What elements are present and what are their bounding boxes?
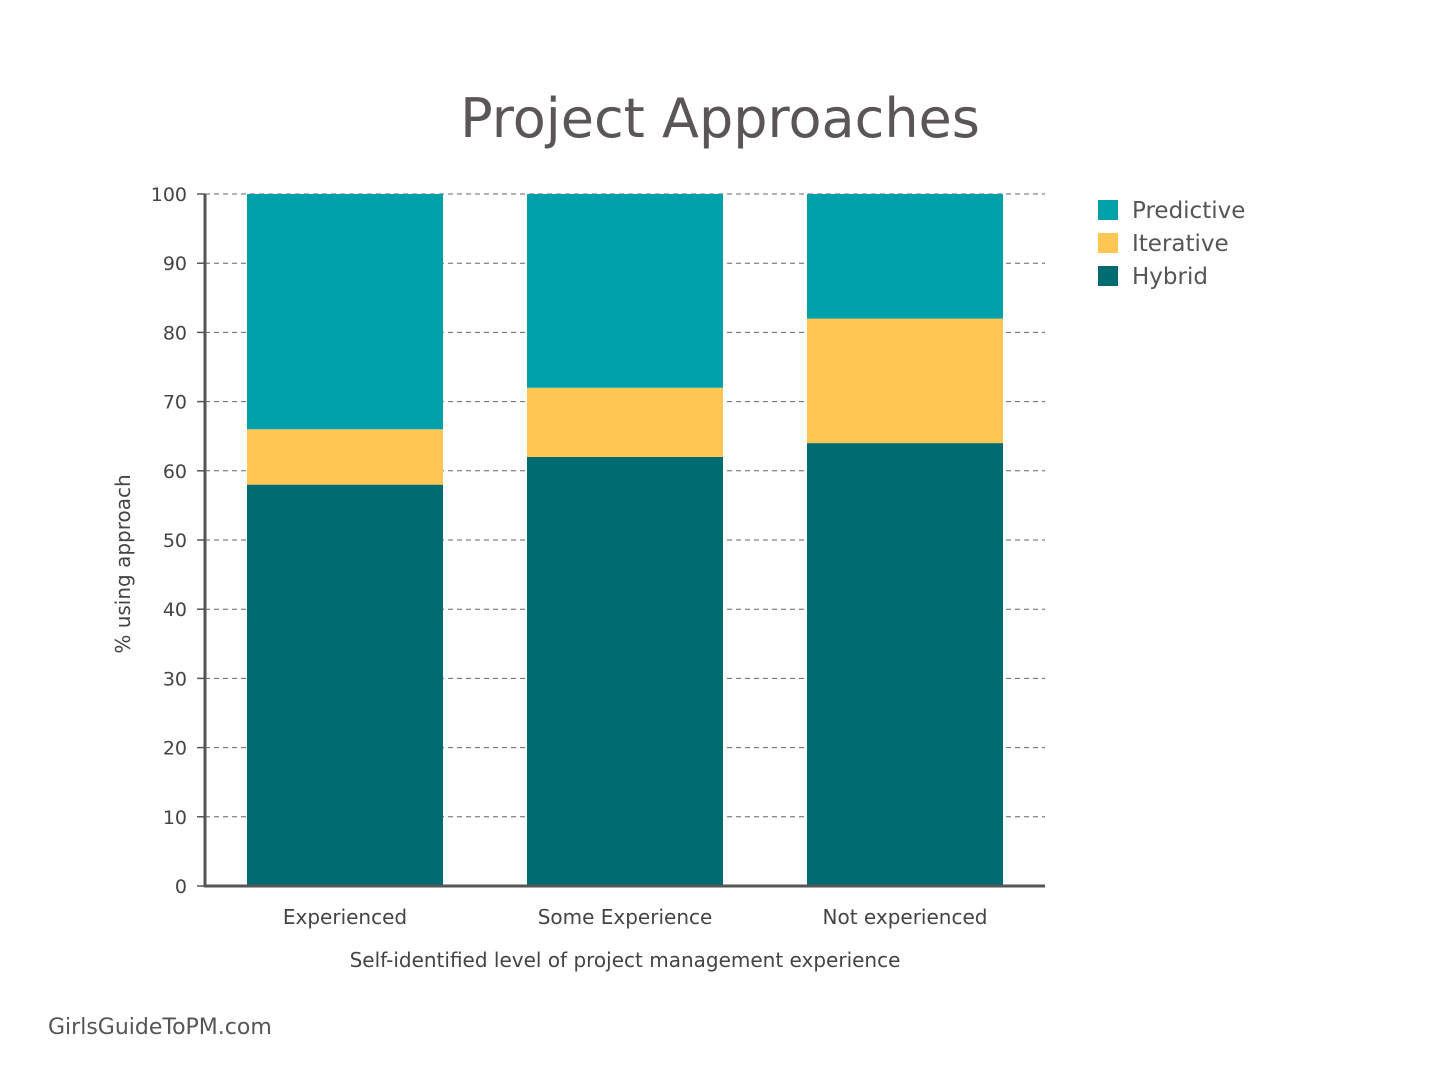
x-category-labels: Experienced Some Experience Not experience… bbox=[283, 905, 988, 929]
axes bbox=[203, 194, 1045, 888]
y-tick-label: 20 bbox=[163, 738, 187, 760]
y-tick-label: 60 bbox=[163, 461, 187, 483]
legend-swatch bbox=[1098, 266, 1118, 286]
legend-swatch bbox=[1098, 200, 1118, 220]
legend-label: Predictive bbox=[1132, 198, 1245, 224]
bar-iterative-experienced bbox=[247, 429, 443, 485]
y-tick-label: 90 bbox=[163, 253, 187, 275]
bar-hybrid-some-experience bbox=[527, 456, 723, 886]
y-tick-label: 0 bbox=[175, 876, 187, 898]
bars bbox=[247, 194, 1003, 886]
y-tick-labels: 0 10 20 30 40 50 60 70 80 90 100 bbox=[151, 184, 187, 898]
x-category-label: Some Experience bbox=[538, 905, 713, 929]
chart-title: Project Approaches bbox=[460, 87, 980, 150]
y-tick-label: 10 bbox=[163, 807, 187, 829]
y-tick-label: 100 bbox=[151, 184, 187, 206]
bar-predictive-some-experience bbox=[527, 194, 723, 388]
legend-label: Iterative bbox=[1132, 231, 1229, 257]
bar-iterative-some-experience bbox=[527, 387, 723, 457]
legend-item-iterative: Iterative bbox=[1098, 231, 1229, 257]
x-axis-label: Self-identified level of project managem… bbox=[350, 948, 901, 972]
x-category-label: Experienced bbox=[283, 905, 407, 929]
legend-item-hybrid: Hybrid bbox=[1098, 264, 1208, 290]
y-tick-label: 30 bbox=[163, 668, 187, 690]
bar-predictive-experienced bbox=[247, 194, 443, 430]
legend-swatch bbox=[1098, 233, 1118, 253]
bar-hybrid-not-experienced bbox=[807, 443, 1003, 886]
legend-item-predictive: Predictive bbox=[1098, 198, 1245, 224]
y-axis-label: % using approach bbox=[111, 474, 135, 653]
y-tick-label: 50 bbox=[163, 530, 187, 552]
bar-iterative-not-experienced bbox=[807, 318, 1003, 444]
footer-credit: GirlsGuideToPM.com bbox=[48, 1015, 272, 1040]
x-category-label: Not experienced bbox=[823, 905, 988, 929]
y-tick-label: 70 bbox=[163, 392, 187, 414]
y-tick-label: 40 bbox=[163, 599, 187, 621]
legend: Predictive Iterative Hybrid bbox=[1098, 198, 1245, 290]
legend-label: Hybrid bbox=[1132, 264, 1208, 290]
bar-hybrid-experienced bbox=[247, 484, 443, 886]
bar-predictive-not-experienced bbox=[807, 194, 1003, 319]
y-tick-label: 80 bbox=[163, 322, 187, 344]
